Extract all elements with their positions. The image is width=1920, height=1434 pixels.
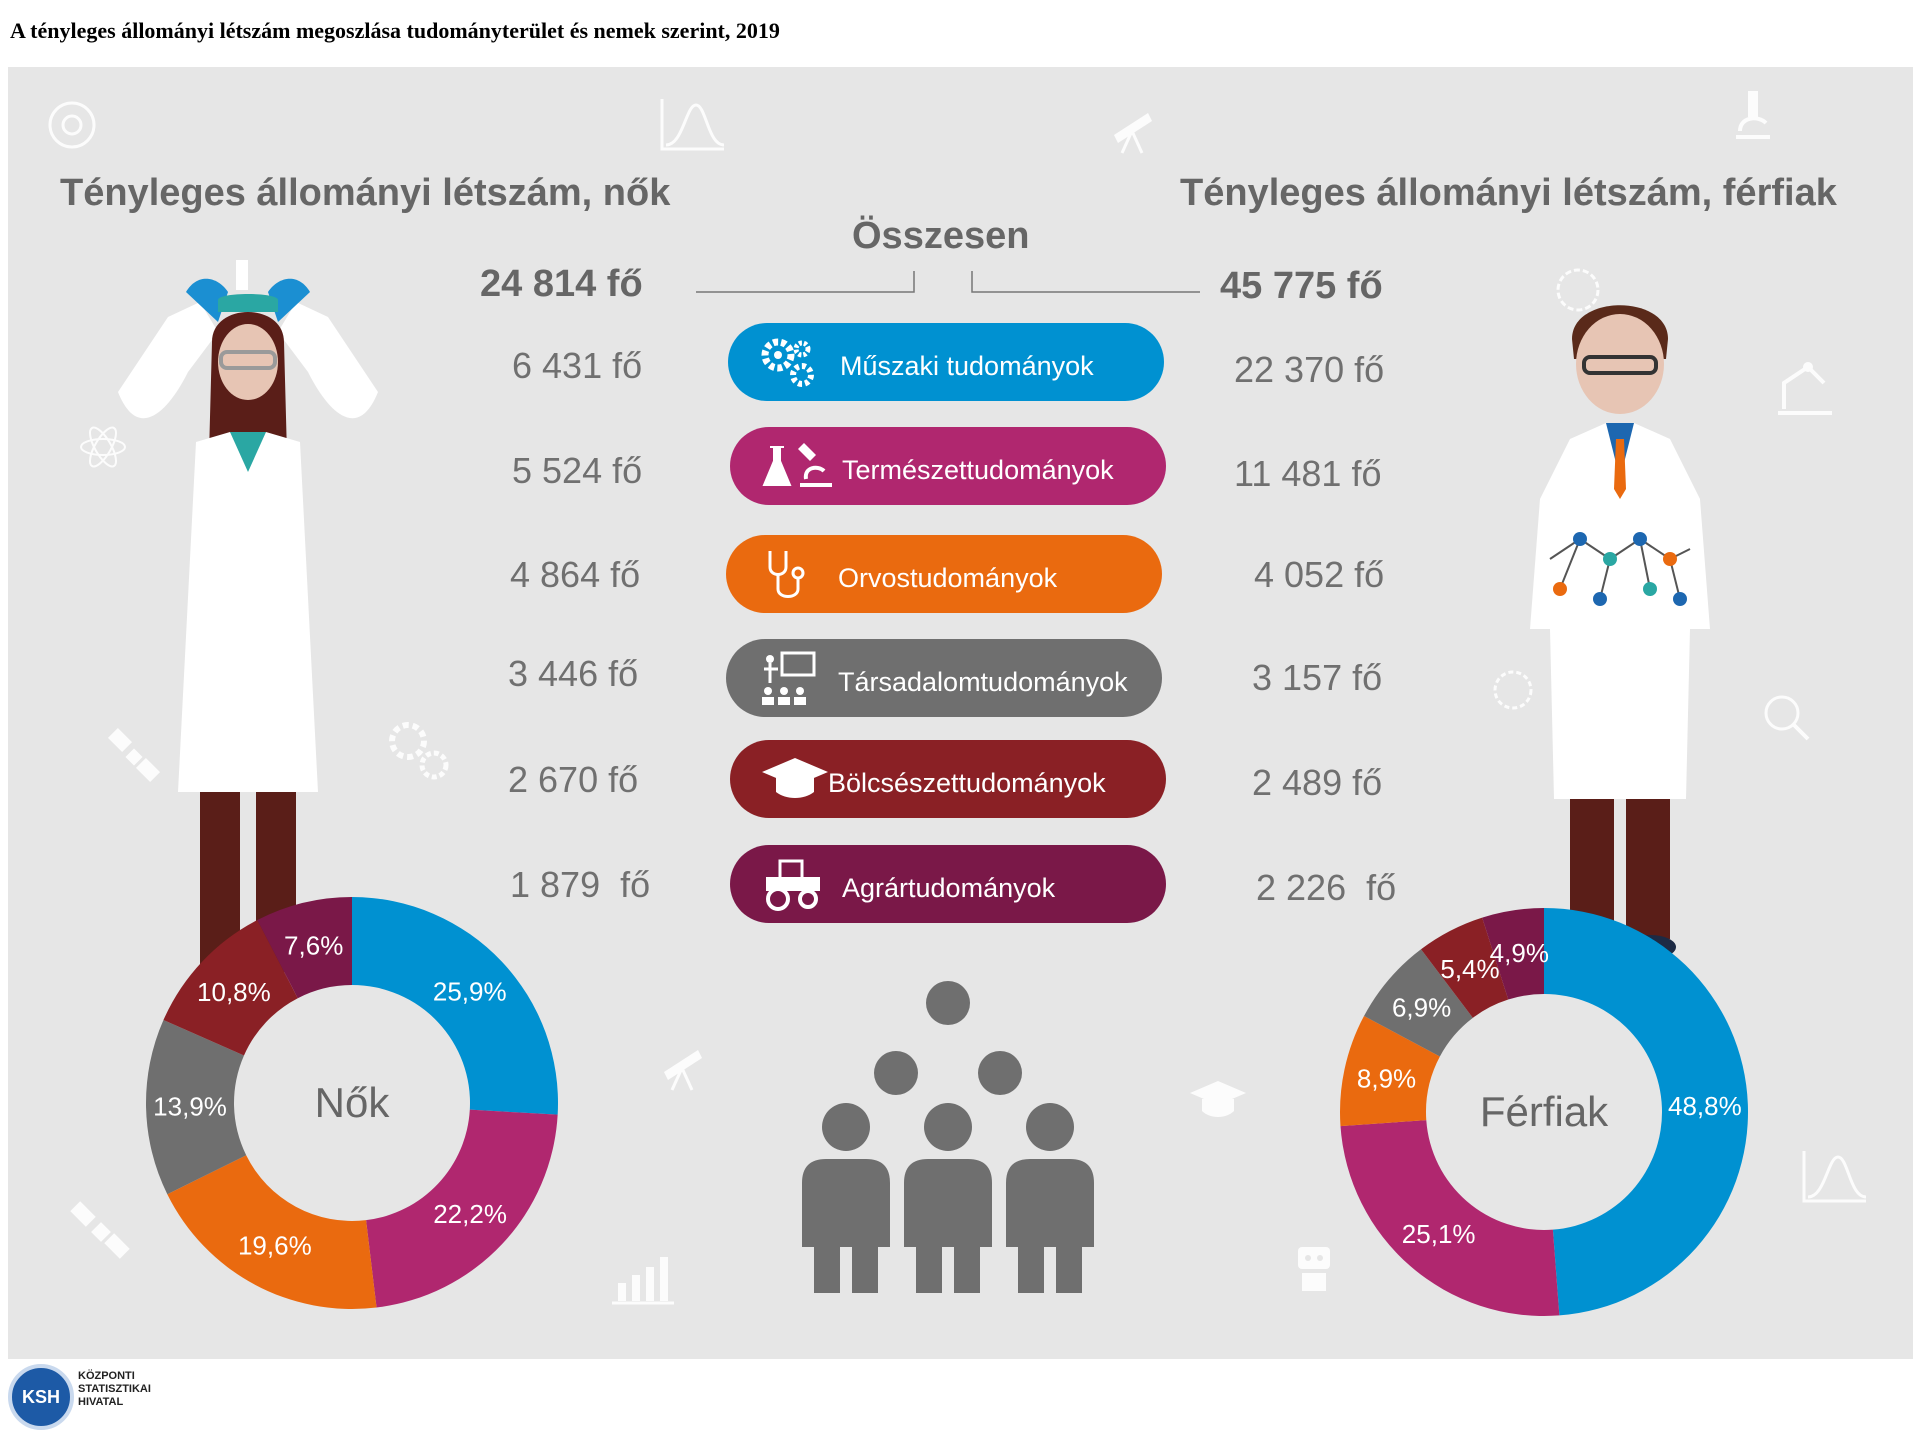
men-donut-slice-termeszet (1340, 1120, 1560, 1316)
field-pill-muszaki: Műszaki tudományok (728, 323, 1164, 401)
ksh-logo: KSH KÖZPONTI STATISZTIKAI HIVATAL (8, 1362, 178, 1430)
men-donut-label-termeszet: 25,1% (1402, 1219, 1476, 1249)
telescope-decor-icon (664, 1050, 702, 1091)
men-count-muszaki: 22 370 fő (1234, 349, 1385, 390)
tractor-icon (766, 859, 820, 911)
men-donut-slice-muszaki (1544, 908, 1749, 1316)
field-label-tarsadalom: Társadalomtudományok (838, 667, 1128, 697)
people-group-icon (802, 981, 1094, 1293)
women-donut-label-muszaki: 25,9% (433, 977, 507, 1007)
field-label-agrar: Agrártudományok (842, 873, 1056, 903)
field-label-bolcsesz: Bölcsészettudományok (828, 768, 1106, 798)
women-heading: Tényleges állományi létszám, nők (60, 172, 671, 214)
graduation-cap-icon (762, 758, 828, 798)
ksh-logo-mark: KSH (8, 1364, 74, 1430)
flask-microscope-icon (762, 443, 832, 487)
men-heading: Tényleges állományi létszám, férfiak (1180, 172, 1837, 214)
men-count-orvos: 4 052 fő (1254, 554, 1385, 595)
graduation-cap-decor-icon (1190, 1081, 1246, 1117)
men-donut-label-bolcsesz: 5,4% (1440, 954, 1499, 984)
dna-search-icon (1764, 695, 1810, 741)
women-donut-center-label: Nők (315, 1079, 391, 1126)
distribution-chart-icon (660, 99, 725, 151)
women-count-bolcsesz: 2 670 fő (508, 759, 639, 800)
presenter-audience-icon (762, 651, 816, 705)
infographic-panel: Tényleges állományi létszám, nők Tényleg… (8, 67, 1913, 1359)
ksh-logo-text: KÖZPONTI STATISZTIKAI HIVATAL (78, 1370, 151, 1408)
women-donut-slice-bolcsesz (163, 920, 298, 1056)
atom-decor-icon (1556, 268, 1600, 312)
women-donut-label-orvos: 19,6% (238, 1230, 312, 1260)
field-label-termeszet: Természettudományok (842, 455, 1114, 485)
bar-growth-icon (612, 1257, 674, 1305)
robot-icon (1298, 1247, 1330, 1291)
women-donut-slice-termeszet (366, 1109, 558, 1308)
men-total: 45 775 fő (1220, 265, 1383, 307)
atom-decor-icon-2 (1493, 670, 1533, 710)
atom-icon (80, 426, 126, 468)
men-count-termeszet: 11 481 fő (1234, 453, 1382, 494)
field-pill-bolcsesz: Bölcsészettudományok (730, 740, 1166, 818)
microscope-icon (1736, 91, 1770, 139)
women-donut-slice-muszaki (352, 897, 558, 1115)
field-label-muszaki: Műszaki tudományok (840, 351, 1094, 381)
donut-charts: 25,9% 22,2% 19,6% 13,9% 10,8% 7,6% Nők 48,8% 25,… (145, 897, 1749, 1316)
distribution-decor-icon (1802, 1151, 1867, 1203)
women-count-termeszet: 5 524 fő (512, 450, 643, 491)
women-count-agrar: 1 879 fő (510, 864, 651, 905)
men-donut-label-tarsadalom: 6,9% (1392, 992, 1451, 1022)
women-donut-slice-agrar (257, 897, 352, 999)
field-pill-agrar: Agrártudományok (730, 845, 1166, 923)
women-donut-slice-tarsadalom (145, 1020, 247, 1195)
men-donut-label-orvos: 8,9% (1357, 1063, 1416, 1093)
women-donut-label-agrar: 7,6% (284, 931, 343, 961)
field-pill-tarsadalom: Társadalomtudományok (726, 639, 1162, 717)
field-pill-termeszet: Természettudományok (730, 427, 1166, 505)
women-donut-label-termeszet: 22,2% (433, 1199, 507, 1229)
women-count-orvos: 4 864 fő (510, 554, 641, 595)
women-total: 24 814 fő (480, 263, 643, 305)
men-donut-slice-agrar (1482, 908, 1544, 1000)
men-donut-center-label: Férfiak (1480, 1088, 1609, 1135)
men-count-bolcsesz: 2 489 fő (1252, 762, 1383, 803)
men-donut-slice-tarsadalom (1364, 949, 1473, 1057)
women-donut-label-tarsadalom: 13,9% (153, 1092, 227, 1122)
robot-arm-icon (1778, 362, 1832, 415)
gear-cycle-icon (48, 101, 96, 149)
gears-decor-icon (389, 722, 449, 780)
men-donut-label-agrar: 4,9% (1490, 938, 1549, 968)
men-count-tarsadalom: 3 157 fő (1252, 657, 1383, 698)
women-donut-slice-orvos (167, 1155, 377, 1309)
women-donut-label-bolcsesz: 10,8% (197, 977, 271, 1007)
women-count-tarsadalom: 3 446 fő (508, 653, 639, 694)
total-heading: Összesen (852, 215, 1030, 257)
stethoscope-icon (768, 551, 805, 598)
men-donut-slice-orvos (1340, 1015, 1440, 1127)
total-bracket-lines (696, 271, 1200, 293)
field-pill-orvos: Orvostudományok (726, 535, 1162, 613)
page-title: A tényleges állományi létszám megoszlása… (10, 18, 780, 43)
telescope-icon (1114, 113, 1152, 154)
men-donut-slice-bolcsesz (1421, 917, 1509, 1018)
men-donut-label-muszaki: 48,8% (1668, 1091, 1742, 1121)
satellite-icon (107, 727, 161, 783)
gears-icon (761, 338, 814, 387)
men-count-agrar: 2 226 fő (1256, 867, 1397, 908)
field-label-orvos: Orvostudományok (838, 563, 1058, 593)
women-count-muszaki: 6 431 fő (512, 345, 643, 386)
satellite-decor-icon (70, 1201, 130, 1259)
